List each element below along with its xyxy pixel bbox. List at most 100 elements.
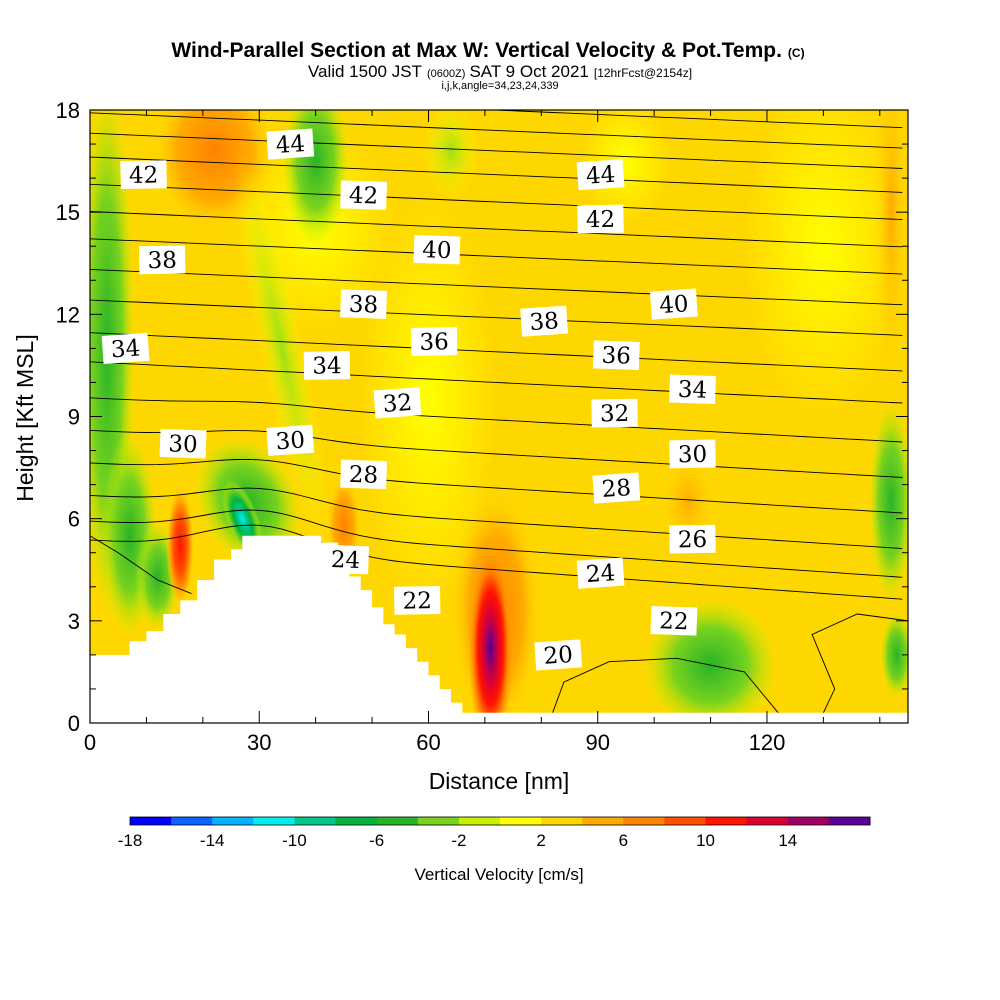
theta-label-44: 44 <box>266 128 315 160</box>
theta-label-text: 34 <box>110 335 141 363</box>
theta-label-box <box>101 332 150 364</box>
theta-label-text: 24 <box>330 547 360 574</box>
theta-label-box <box>120 160 167 190</box>
y-tick-label: 0 <box>68 711 80 736</box>
theta-label-text: 38 <box>529 308 560 336</box>
theta-label-30: 30 <box>159 428 207 459</box>
theta-label-34: 34 <box>303 351 351 380</box>
chart-title-units: (C) <box>788 46 805 60</box>
theta-label-text: 42 <box>348 183 378 210</box>
theta-label-text: 36 <box>419 329 449 356</box>
theta-contour-line <box>90 332 903 372</box>
theta-label-text: 34 <box>677 377 707 404</box>
field-yellow-east <box>744 110 903 417</box>
theta-label-26: 26 <box>669 524 716 554</box>
theta-contour-line <box>90 397 903 443</box>
theta-label-box <box>138 245 186 275</box>
theta-label-box <box>534 639 583 671</box>
theta-contour-line <box>90 238 903 275</box>
theta-label-text: 38 <box>348 292 378 319</box>
theta-label-box <box>576 557 625 589</box>
colorbar-swatch <box>294 817 337 825</box>
field-downdraft-top-b <box>422 110 480 199</box>
colorbar-swatch <box>335 817 378 825</box>
colorbar-tick-label: -6 <box>369 831 384 850</box>
theta-label-box <box>649 288 698 320</box>
field-downdraft-east-low <box>879 610 908 700</box>
theta-contour-line <box>90 429 903 478</box>
theta-label-box <box>340 459 388 490</box>
y-tick-label: 9 <box>68 405 80 430</box>
theta-label-box <box>577 204 624 234</box>
theta-label-box <box>520 305 569 337</box>
colorbar-swatch <box>746 817 789 825</box>
theta-label-box <box>303 351 351 380</box>
theta-label-42: 42 <box>577 204 624 234</box>
theta-contour-line <box>90 458 903 514</box>
theta-label-40: 40 <box>413 234 461 265</box>
theta-contour-line <box>90 361 903 404</box>
y-tick-label: 6 <box>68 507 80 532</box>
subtitle-utc: (0600Z) <box>427 68 466 80</box>
theta-label-20: 20 <box>534 639 583 671</box>
colorbar-title: Vertical Velocity [cm/s] <box>414 865 583 884</box>
x-tick-label: 0 <box>84 730 96 755</box>
theta-contour-line-low <box>90 535 192 595</box>
colorbar-tick-label: 14 <box>778 831 797 850</box>
colorbar-swatch <box>212 817 254 825</box>
terrain-mask <box>90 535 908 723</box>
theta-label-36: 36 <box>592 340 640 370</box>
theta-contour-line <box>90 211 903 248</box>
theta-label-40: 40 <box>649 288 698 320</box>
colorbar-swatch <box>171 817 213 825</box>
field-yellow-mid <box>360 195 497 604</box>
theta-label-30: 30 <box>669 439 716 469</box>
y-tick-label: 15 <box>56 200 80 225</box>
theta-label-box <box>592 340 640 370</box>
theta-label-text: 26 <box>678 527 708 554</box>
theta-label-text: 30 <box>678 442 708 469</box>
theta-label-box <box>576 159 625 191</box>
field-updraft-main <box>467 545 514 723</box>
field-downdraft-east <box>868 399 908 604</box>
y-tick-label: 12 <box>56 302 80 327</box>
colorbar-swatch <box>253 817 295 825</box>
theta-contour-line <box>90 509 903 578</box>
x-tick-label: 60 <box>416 730 440 755</box>
theta-label-box <box>340 180 388 210</box>
x-tick-label: 30 <box>247 730 271 755</box>
theta-label-box <box>393 586 441 615</box>
theta-label-30: 30 <box>266 424 315 456</box>
x-tick-label: 90 <box>585 730 609 755</box>
colorbar-tick-label: -10 <box>282 831 307 850</box>
theta-contour-line <box>90 299 903 336</box>
colorbar-swatch <box>664 817 707 825</box>
theta-label-text: 32 <box>600 401 630 428</box>
colorbar-tick-label: 2 <box>536 831 545 850</box>
theta-label-text: 40 <box>422 237 452 264</box>
theta-label-box <box>650 606 698 636</box>
theta-contour-line <box>90 524 903 600</box>
colorbar-swatch <box>500 817 542 825</box>
theta-contour-line <box>90 156 903 193</box>
colorbar-frame <box>129 816 871 826</box>
subtitle-date: SAT 9 Oct 2021 <box>469 62 588 81</box>
field-updraft-west <box>166 484 195 608</box>
theta-label-box <box>266 424 315 456</box>
theta-contour-line <box>90 132 903 169</box>
theta-label-box <box>669 374 716 405</box>
theta-label-38: 38 <box>340 289 388 319</box>
theta-contour-line <box>90 183 903 221</box>
colorbar-swatch <box>130 817 172 825</box>
colorbar-swatch <box>376 817 419 825</box>
y-tick-label: 3 <box>68 609 80 634</box>
colorbar-tick-label: -14 <box>200 831 225 850</box>
theta-label-28: 28 <box>340 459 388 490</box>
theta-contour-line <box>90 487 903 550</box>
y-axis-title: Height [Kft MSL] <box>12 334 38 501</box>
theta-label-box <box>410 327 458 356</box>
field-yellow-top <box>580 110 672 223</box>
theta-label-text: 30 <box>168 431 198 458</box>
theta-label-text: 28 <box>601 475 632 503</box>
